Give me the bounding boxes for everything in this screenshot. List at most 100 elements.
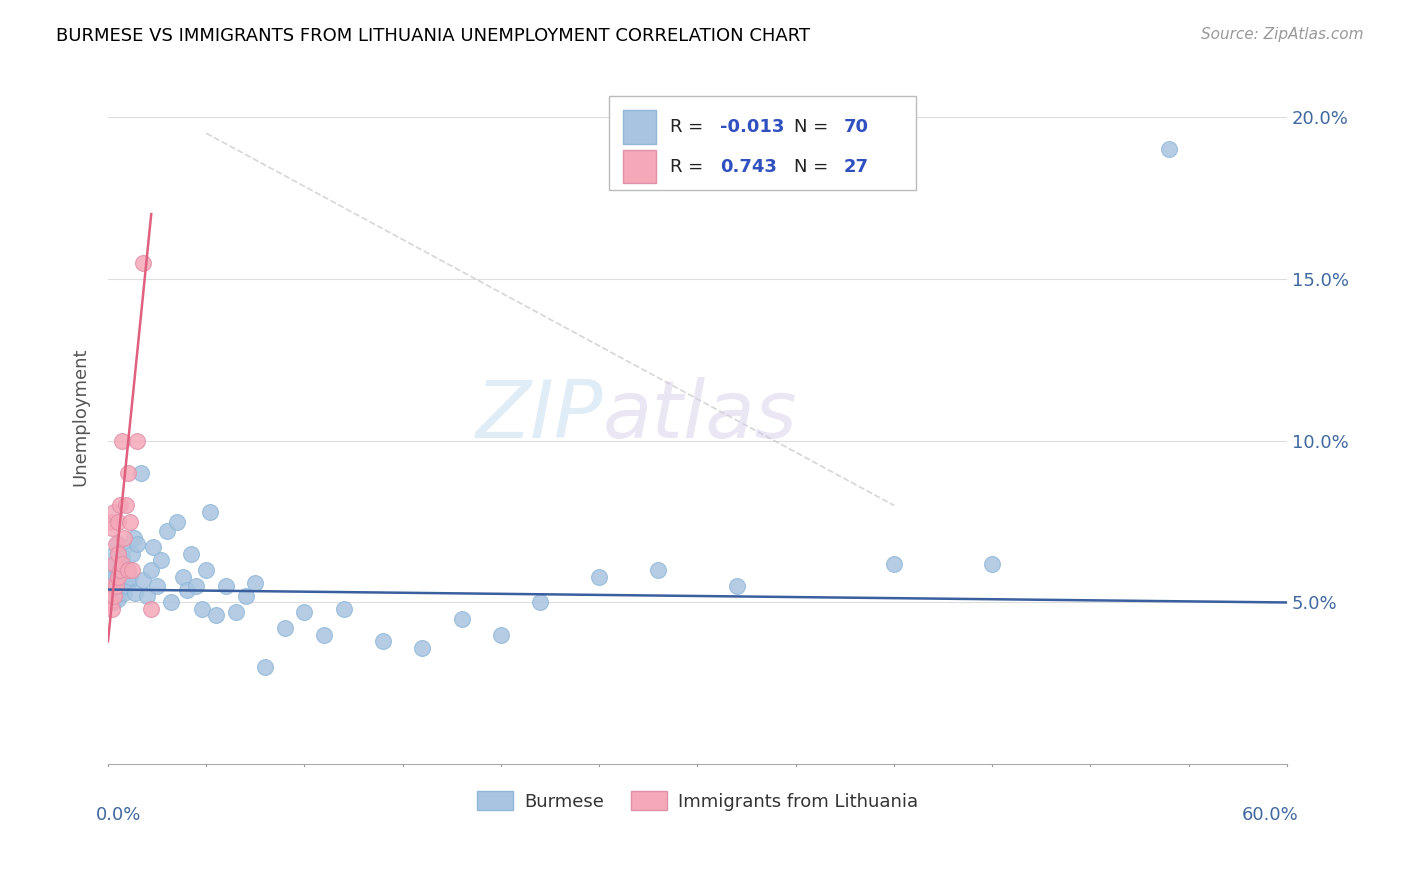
Point: [186, 579, 208, 593]
Point: [112, 541, 135, 555]
Bar: [623, 111, 657, 144]
Point: [588, 569, 610, 583]
Text: N =: N =: [794, 118, 834, 136]
Point: [136, 589, 159, 603]
Point: [146, 579, 169, 593]
Point: [107, 547, 129, 561]
Point: [103, 505, 125, 519]
Point: [98, 595, 121, 609]
Point: [131, 466, 153, 480]
Point: [117, 466, 139, 480]
Point: [98, 515, 121, 529]
Point: [103, 557, 125, 571]
Text: -0.013: -0.013: [720, 118, 785, 136]
Point: [103, 589, 125, 603]
Text: N =: N =: [794, 158, 834, 176]
Point: [104, 589, 127, 603]
Point: [245, 576, 267, 591]
Point: [101, 602, 124, 616]
Point: [254, 660, 277, 674]
Point: [180, 547, 202, 561]
Point: [107, 579, 129, 593]
Y-axis label: Unemployment: Unemployment: [72, 347, 89, 485]
Point: [117, 576, 139, 591]
Text: R =: R =: [671, 158, 716, 176]
Point: [107, 569, 129, 583]
Text: 70: 70: [844, 118, 869, 136]
Point: [112, 531, 135, 545]
Point: [142, 541, 165, 555]
Point: [294, 605, 316, 619]
Point: [108, 586, 131, 600]
Point: [141, 563, 163, 577]
Point: [111, 434, 134, 448]
Point: [166, 515, 188, 529]
Point: [883, 557, 905, 571]
Point: [111, 550, 134, 565]
Point: [104, 576, 127, 591]
Point: [103, 569, 125, 583]
Point: [314, 628, 336, 642]
Text: 60.0%: 60.0%: [1241, 806, 1299, 824]
Point: [103, 595, 125, 609]
Point: [225, 605, 247, 619]
Point: [111, 582, 134, 597]
Point: [118, 515, 141, 529]
Text: 0.0%: 0.0%: [96, 806, 142, 824]
Point: [108, 553, 131, 567]
Point: [107, 537, 129, 551]
Point: [235, 589, 257, 603]
Point: [127, 537, 149, 551]
Point: [172, 569, 194, 583]
Point: [981, 557, 1004, 571]
Point: [98, 589, 121, 603]
Point: [98, 595, 121, 609]
Point: [108, 499, 131, 513]
Point: [111, 569, 134, 583]
Text: Source: ZipAtlas.com: Source: ZipAtlas.com: [1201, 27, 1364, 42]
Point: [450, 612, 472, 626]
Text: 27: 27: [844, 158, 869, 176]
Bar: [623, 150, 657, 184]
Point: [107, 515, 129, 529]
Point: [647, 563, 669, 577]
Point: [103, 547, 125, 561]
Point: [107, 566, 129, 581]
Point: [132, 573, 155, 587]
Point: [114, 560, 136, 574]
Point: [127, 434, 149, 448]
Point: [108, 563, 131, 577]
Text: 0.743: 0.743: [720, 158, 776, 176]
Point: [98, 579, 121, 593]
Point: [114, 499, 136, 513]
Point: [108, 573, 131, 587]
Point: [107, 592, 129, 607]
Point: [198, 505, 221, 519]
Point: [274, 621, 297, 635]
Point: [215, 579, 238, 593]
Point: [141, 602, 163, 616]
Point: [725, 579, 748, 593]
Point: [104, 557, 127, 571]
Point: [411, 640, 433, 655]
Point: [101, 521, 124, 535]
Text: BURMESE VS IMMIGRANTS FROM LITHUANIA UNEMPLOYMENT CORRELATION CHART: BURMESE VS IMMIGRANTS FROM LITHUANIA UNE…: [56, 27, 810, 45]
Point: [121, 547, 143, 561]
Point: [529, 595, 551, 609]
Point: [112, 586, 135, 600]
Text: R =: R =: [671, 118, 710, 136]
Point: [176, 582, 198, 597]
Point: [101, 579, 124, 593]
Text: atlas: atlas: [603, 377, 799, 456]
Point: [118, 569, 141, 583]
Point: [114, 579, 136, 593]
Point: [104, 537, 127, 551]
Point: [103, 582, 125, 597]
Point: [191, 602, 214, 616]
Point: [101, 563, 124, 577]
Point: [117, 563, 139, 577]
Point: [371, 634, 394, 648]
Point: [1157, 143, 1180, 157]
Point: [104, 579, 127, 593]
Point: [122, 531, 145, 545]
